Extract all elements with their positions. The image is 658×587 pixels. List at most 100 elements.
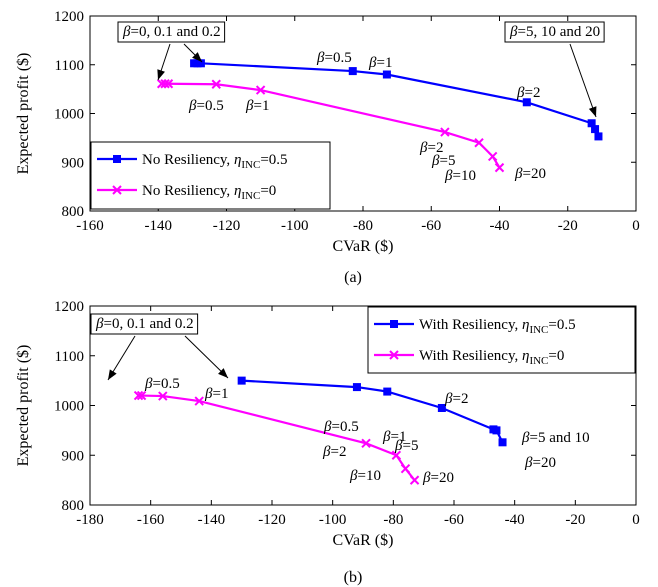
x-tick-label: -140 bbox=[198, 512, 226, 528]
data-point bbox=[383, 387, 392, 396]
x-marker-stroke bbox=[361, 438, 371, 449]
annotation-label: β=5, 10 and 20 bbox=[509, 24, 600, 40]
data-point bbox=[522, 98, 531, 107]
annotation-arrow-head bbox=[192, 52, 202, 62]
data-point bbox=[494, 162, 505, 173]
x-tick-label: -80 bbox=[353, 218, 373, 234]
legend-box bbox=[367, 306, 636, 374]
data-point bbox=[591, 125, 600, 134]
x-tick-label: -40 bbox=[505, 512, 525, 528]
x-tick-label: -100 bbox=[281, 218, 309, 234]
annotation-label: β=0, 0.1 and 0.2 bbox=[122, 24, 221, 40]
data-point bbox=[211, 79, 221, 89]
annotation-label: β=2 bbox=[322, 444, 346, 460]
x-tick-label: 0 bbox=[632, 512, 640, 528]
x-marker-stroke bbox=[158, 391, 168, 401]
data-point bbox=[409, 475, 420, 485]
x-tick-label: -180 bbox=[76, 512, 104, 528]
x-tick-label: -40 bbox=[490, 218, 510, 234]
data-point bbox=[156, 79, 167, 89]
x-marker-stroke bbox=[163, 79, 174, 89]
annotation-arrow bbox=[569, 43, 597, 118]
legend: No Resiliency, ηINC=0.5 No Resiliency, ηI… bbox=[90, 141, 331, 210]
legend: With Resiliency, ηINC=0.5 With Resiliency… bbox=[367, 306, 636, 374]
y-axis-label: Expected profit ($) bbox=[15, 53, 32, 175]
x-marker-stroke bbox=[136, 390, 147, 401]
x-marker-stroke bbox=[400, 463, 411, 474]
x-tick-label: -120 bbox=[213, 218, 241, 234]
x-marker-stroke bbox=[133, 390, 144, 401]
data-point bbox=[587, 119, 596, 128]
x-tick-label: -100 bbox=[319, 512, 347, 528]
x-marker-stroke bbox=[160, 79, 170, 89]
x-marker-stroke bbox=[255, 85, 266, 95]
annotation-label: β=0.5 bbox=[323, 419, 359, 435]
y-tick-label: 1100 bbox=[55, 349, 84, 365]
annotation-label: β=1 bbox=[204, 386, 228, 402]
legend-entry: With Resiliency, ηINC=0 bbox=[419, 348, 564, 367]
data-point bbox=[594, 132, 603, 141]
x-marker-stroke bbox=[440, 127, 450, 137]
y-tick-label: 800 bbox=[62, 204, 85, 220]
x-marker-stroke bbox=[156, 79, 167, 89]
data-point bbox=[474, 138, 484, 148]
legend-marker bbox=[389, 350, 399, 360]
x-tick-label: -160 bbox=[76, 218, 104, 234]
data-point bbox=[196, 59, 205, 68]
annotation-box bbox=[90, 313, 199, 335]
data-point bbox=[133, 390, 144, 401]
annotation-arrow bbox=[184, 335, 229, 379]
y-tick-label: 1000 bbox=[54, 107, 84, 123]
data-point bbox=[194, 396, 204, 406]
x-tick-label: -20 bbox=[565, 512, 585, 528]
y-axis-label: Expected profit ($) bbox=[15, 345, 32, 467]
x-tick-label: -60 bbox=[444, 512, 464, 528]
annotation-label: β=2 bbox=[444, 391, 468, 407]
x-marker-stroke bbox=[391, 450, 402, 460]
panel-caption: (b) bbox=[344, 569, 363, 586]
annotation-label: β=0.5 bbox=[316, 50, 352, 66]
data-point bbox=[440, 127, 450, 137]
data-point bbox=[348, 67, 357, 76]
data-point bbox=[160, 79, 170, 89]
data-point bbox=[237, 376, 246, 385]
x-tick-label: -80 bbox=[383, 512, 403, 528]
x-tick-label: 0 bbox=[632, 218, 640, 234]
x-tick-label: -140 bbox=[145, 218, 173, 234]
data-point bbox=[158, 391, 168, 401]
annotation-arrow-head bbox=[218, 368, 228, 378]
data-point bbox=[391, 450, 402, 460]
legend-marker bbox=[390, 320, 398, 328]
legend-entry: With Resiliency, ηINC=0.5 bbox=[419, 317, 576, 336]
annotation-arrow-head bbox=[157, 69, 165, 80]
annotation-label: β=5 bbox=[394, 438, 418, 454]
annotation-label: β=1 bbox=[245, 98, 269, 114]
y-tick-label: 1200 bbox=[54, 9, 84, 25]
annotation-label: β=10 bbox=[444, 168, 476, 184]
annotation-label: β=0.5 bbox=[144, 376, 180, 392]
y-tick-label: 900 bbox=[62, 448, 85, 464]
legend-entry: No Resiliency, ηINC=0 bbox=[142, 183, 276, 202]
annotation-label: β=20 bbox=[514, 166, 546, 182]
annotation-arrow-head bbox=[108, 369, 117, 380]
annotation-label: β=1 bbox=[382, 429, 406, 445]
data-point bbox=[255, 85, 266, 95]
x-axis-label: CVaR ($) bbox=[333, 532, 394, 549]
data-point bbox=[498, 438, 507, 447]
x-marker-stroke bbox=[211, 79, 221, 89]
y-tick-label: 900 bbox=[62, 155, 85, 171]
data-point bbox=[437, 403, 446, 412]
legend-marker bbox=[113, 155, 121, 163]
legend-box bbox=[90, 141, 331, 210]
data-point bbox=[136, 390, 147, 401]
x-tick-label: -120 bbox=[258, 512, 286, 528]
y-tick-label: 1200 bbox=[54, 299, 84, 315]
annotation-label: β=2 bbox=[419, 140, 443, 156]
annotation-label: β=10 bbox=[349, 468, 381, 484]
data-point bbox=[382, 70, 391, 79]
data-point bbox=[163, 79, 174, 89]
x-tick-label: -160 bbox=[137, 512, 165, 528]
data-point bbox=[352, 383, 361, 392]
data-point bbox=[487, 151, 498, 162]
